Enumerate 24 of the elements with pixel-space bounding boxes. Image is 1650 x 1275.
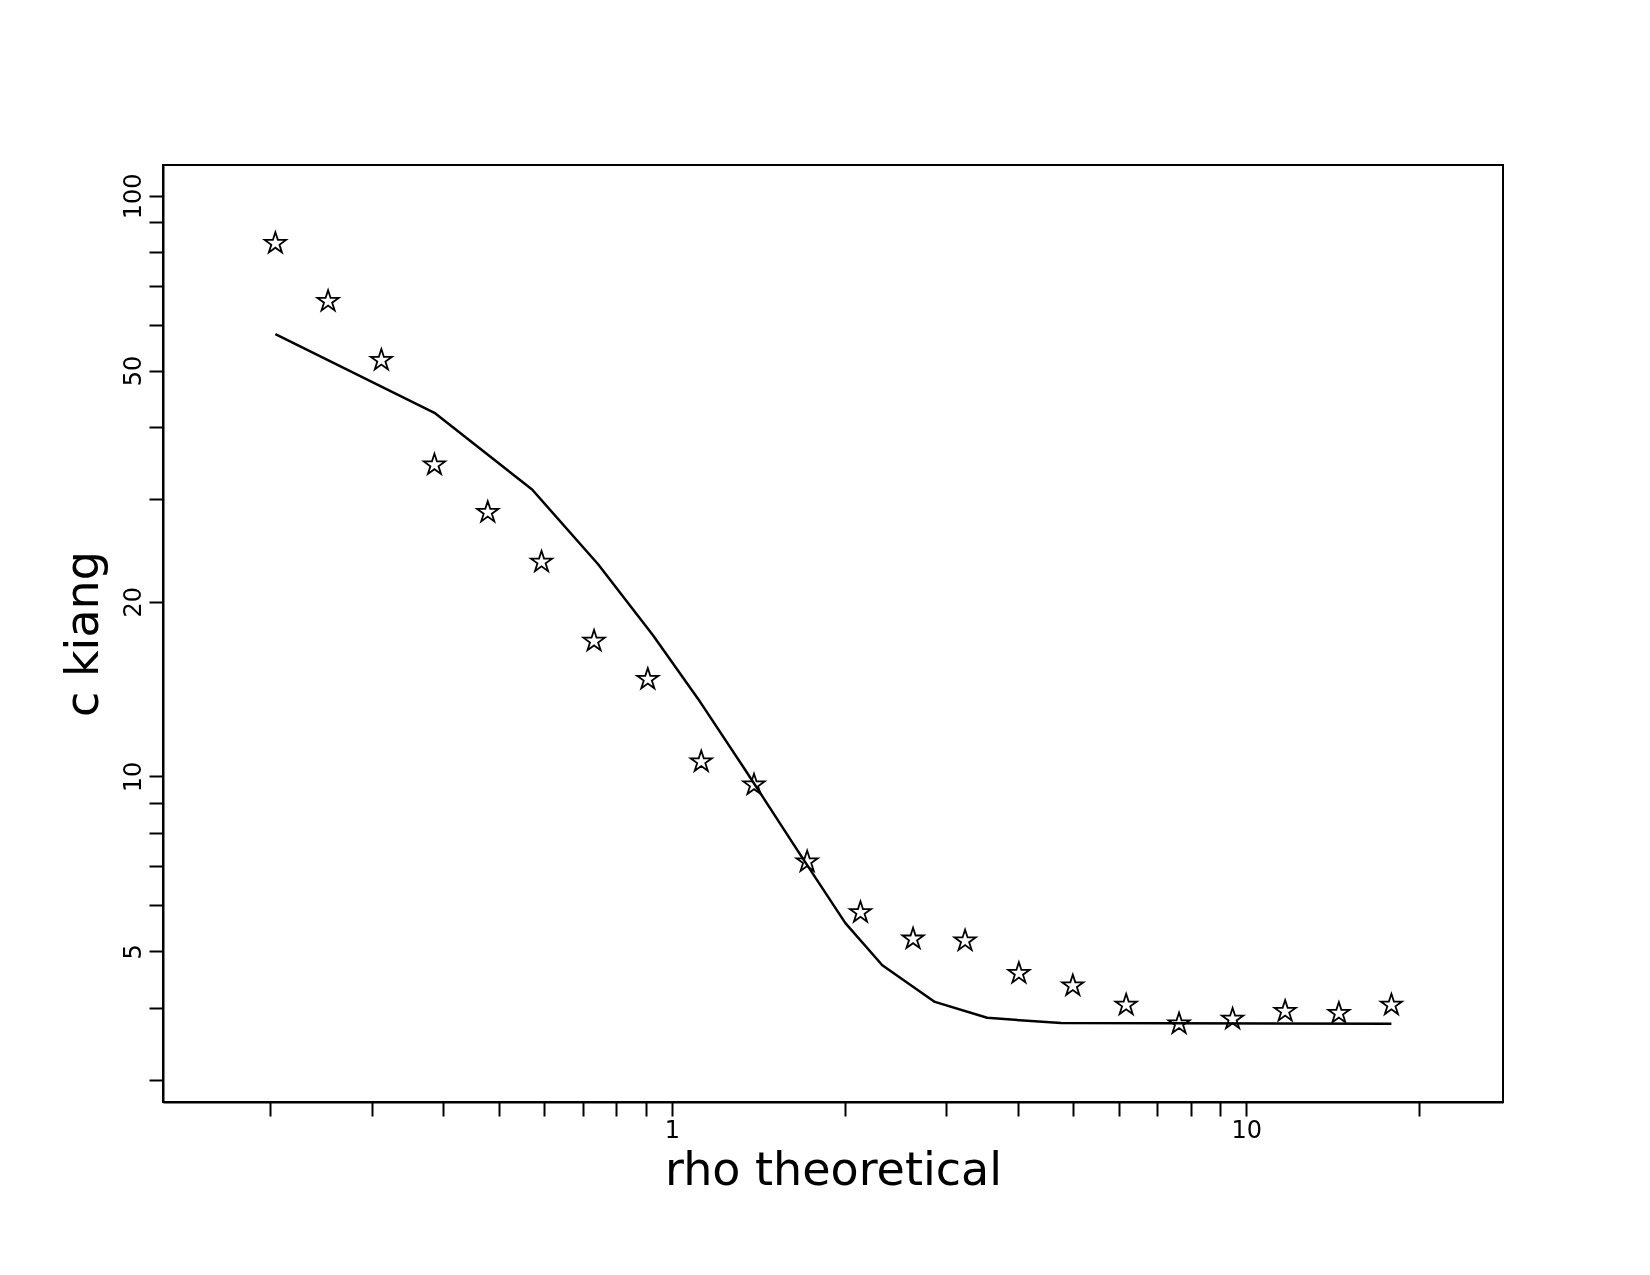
point: [795, 849, 819, 872]
point: [1114, 992, 1138, 1015]
point: [636, 667, 660, 690]
point: [263, 231, 287, 254]
point: [476, 500, 500, 523]
point: [1273, 999, 1297, 1022]
y-tick-label: 100: [118, 173, 147, 220]
point: [1379, 992, 1403, 1015]
point: [848, 900, 872, 923]
point: [422, 452, 446, 475]
point: [1327, 1001, 1351, 1024]
point: [530, 550, 554, 573]
point: [689, 749, 713, 772]
point: [369, 348, 393, 371]
y-tick-label: 50: [118, 355, 147, 387]
x-axis-title: rho theoretical: [665, 1141, 1002, 1196]
point: [1221, 1007, 1245, 1030]
y-tick-label: 10: [118, 761, 147, 793]
x-tick-label: 1: [664, 1115, 681, 1144]
y-tick-label: 20: [118, 586, 147, 618]
y-axis-title: c kiang: [54, 551, 109, 717]
point: [742, 772, 766, 795]
y-tick-label: 5: [118, 944, 147, 960]
point: [1061, 973, 1085, 996]
